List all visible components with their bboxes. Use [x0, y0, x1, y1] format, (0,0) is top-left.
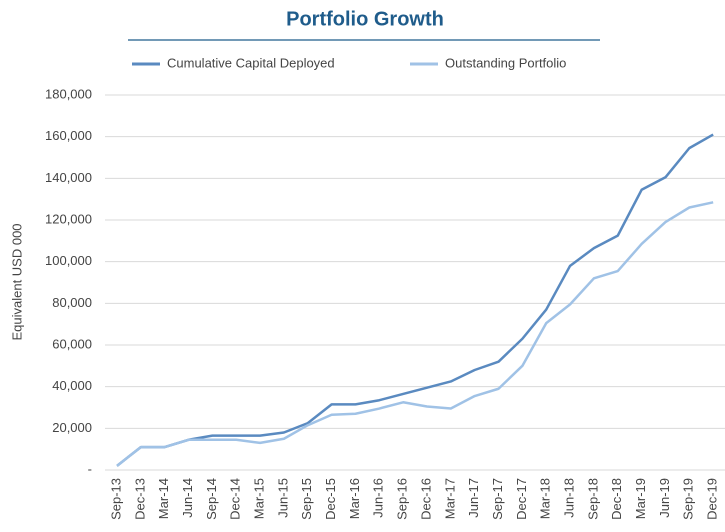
x-tick-label: Jun-16 [371, 478, 386, 518]
x-tick-label: Dec-13 [132, 478, 147, 520]
y-tick-label: 140,000 [45, 170, 92, 185]
y-tick-label: 60,000 [52, 336, 92, 351]
x-tick-label: Jun-18 [562, 478, 577, 518]
x-tick-label: Sep-13 [108, 478, 123, 520]
x-tick-label: Mar-15 [252, 478, 267, 519]
y-axis-label: Equivalent USD 000 [9, 223, 24, 340]
x-tick-label: Dec-16 [418, 478, 433, 520]
y-tick-label: 180,000 [45, 86, 92, 101]
x-tick-label: Jun-19 [657, 478, 672, 518]
x-tick-label: Sep-18 [585, 478, 600, 520]
series-line [116, 201, 714, 467]
y-tick-label: 100,000 [45, 253, 92, 268]
x-tick-label: Dec-15 [323, 478, 338, 520]
x-tick-label: Jun-15 [275, 478, 290, 518]
y-tick-label: - [88, 461, 92, 476]
series-line [116, 133, 714, 467]
x-tick-label: Sep-16 [395, 478, 410, 520]
x-tick-label: Sep-15 [299, 478, 314, 520]
x-tick-label: Mar-19 [633, 478, 648, 519]
x-tick-label: Dec-14 [228, 478, 243, 520]
x-tick-label: Dec-19 [705, 478, 720, 520]
x-tick-label: Mar-17 [442, 478, 457, 519]
x-tick-label: Dec-17 [514, 478, 529, 520]
x-tick-label: Sep-19 [681, 478, 696, 520]
y-tick-label: 80,000 [52, 295, 92, 310]
chart-title: Portfolio Growth [286, 8, 444, 30]
x-tick-label: Mar-18 [538, 478, 553, 519]
y-tick-label: 40,000 [52, 378, 92, 393]
legend-label: Outstanding Portfolio [445, 55, 566, 70]
x-tick-label: Dec-18 [609, 478, 624, 520]
x-tick-label: Jun-14 [180, 478, 195, 518]
x-tick-label: Sep-17 [490, 478, 505, 520]
x-tick-label: Sep-14 [204, 478, 219, 520]
x-tick-label: Mar-16 [347, 478, 362, 519]
y-tick-label: 20,000 [52, 420, 92, 435]
x-tick-label: Jun-17 [466, 478, 481, 518]
x-tick-label: Mar-14 [156, 478, 171, 519]
legend-label: Cumulative Capital Deployed [167, 55, 335, 70]
y-tick-label: 120,000 [45, 211, 92, 226]
y-tick-label: 160,000 [45, 128, 92, 143]
